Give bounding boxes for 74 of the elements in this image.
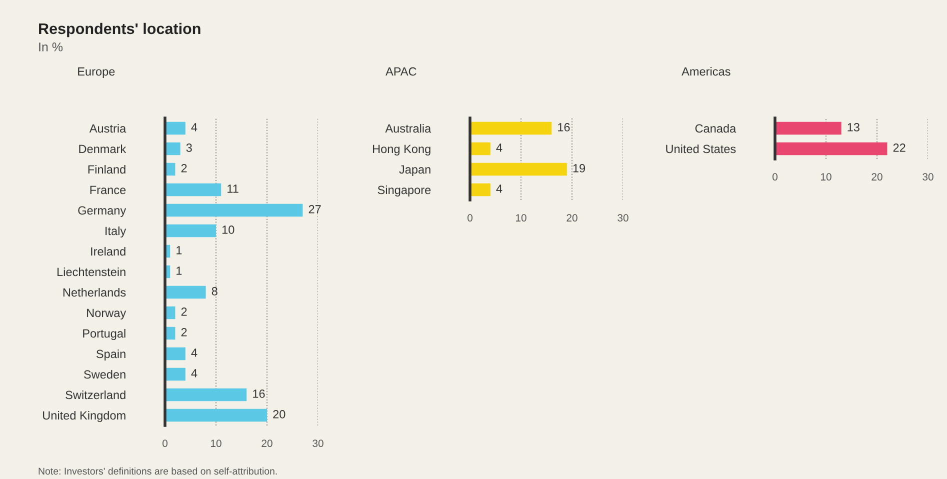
x-tick-label: 30 <box>618 214 628 222</box>
bar <box>470 183 490 196</box>
x-tick-label: 30 <box>922 173 934 181</box>
y-tick-label: Japan <box>399 165 430 176</box>
data-label: 2 <box>181 328 187 336</box>
data-label: 13 <box>848 123 860 132</box>
data-label: 16 <box>253 390 265 398</box>
y-tick-label: Finland <box>88 164 126 174</box>
data-label: 2 <box>181 164 187 172</box>
y-tick-label: Hong Kong <box>373 144 430 156</box>
y-tick-label: Denmark <box>79 144 126 154</box>
x-tick-label: 10 <box>821 173 832 181</box>
data-label: 20 <box>273 410 286 418</box>
bar <box>165 368 186 381</box>
y-tick-label: Spain <box>96 349 126 360</box>
data-label: 8 <box>212 287 218 296</box>
y-tick-label: Netherlands <box>63 288 126 297</box>
data-label: 3 <box>186 144 192 152</box>
y-tick-label: Portugal <box>83 328 126 340</box>
text: Note: Investors' definitions are based on self-attribution. <box>38 467 277 475</box>
y-tick-label: Sweden <box>84 370 126 379</box>
data-label: 4 <box>191 123 198 132</box>
bar <box>165 286 206 299</box>
y-tick-label: Switzerland <box>66 390 126 400</box>
x-tick-label: 10 <box>516 214 526 222</box>
data-label: 4 <box>496 184 502 193</box>
chart-title: APAC <box>386 67 416 76</box>
x-tick-label: 0 <box>162 440 168 448</box>
bar <box>165 347 186 360</box>
data-label: 4 <box>496 144 502 152</box>
y-tick-label: Australia <box>385 124 432 133</box>
y-tick-label: Canada <box>695 124 736 133</box>
data-label: 19 <box>573 164 586 172</box>
data-label: 22 <box>893 144 906 152</box>
y-tick-label: Ireland <box>91 246 126 256</box>
bar <box>165 204 303 217</box>
data-label: 2 <box>181 308 187 316</box>
bar <box>165 142 180 156</box>
y-tick-label: Liechtenstein <box>58 267 126 276</box>
text: In % <box>39 42 63 52</box>
data-label: 16 <box>558 123 570 132</box>
bar <box>165 183 222 196</box>
x-tick-label: 0 <box>468 214 472 222</box>
chart-title: Europe <box>78 67 115 78</box>
bar <box>470 122 552 135</box>
y-tick-label: France <box>90 186 126 194</box>
x-tick-label: 20 <box>566 214 578 222</box>
x-tick-label: 30 <box>312 440 324 448</box>
text: Respondents' location <box>39 22 200 38</box>
bar <box>165 388 247 402</box>
bar <box>470 142 490 156</box>
y-tick-label: Austria <box>89 124 126 133</box>
chart-title: Americas <box>682 66 730 76</box>
data-label: 10 <box>222 226 234 234</box>
y-tick-label: Singapore <box>378 185 431 196</box>
y-tick-label: United Kingdom <box>43 410 126 422</box>
y-tick-label: Norway <box>87 308 126 320</box>
data-label: 11 <box>228 184 238 193</box>
bar <box>165 224 216 238</box>
x-tick-label: 0 <box>772 173 778 181</box>
bar <box>470 162 567 176</box>
x-tick-label: 20 <box>872 173 882 181</box>
x-tick-label: 20 <box>262 440 272 448</box>
data-label: 1 <box>176 266 182 275</box>
y-tick-label: Italy <box>106 226 126 238</box>
x-tick-label: 10 <box>211 440 222 448</box>
bar <box>165 408 267 422</box>
bar <box>165 122 186 135</box>
data-label: 27 <box>308 205 321 214</box>
y-tick-label: Germany <box>78 206 126 217</box>
data-label: 4 <box>191 348 198 357</box>
data-label: 4 <box>191 369 198 378</box>
y-tick-label: United States <box>666 144 736 154</box>
data-label: 1 <box>176 246 182 254</box>
